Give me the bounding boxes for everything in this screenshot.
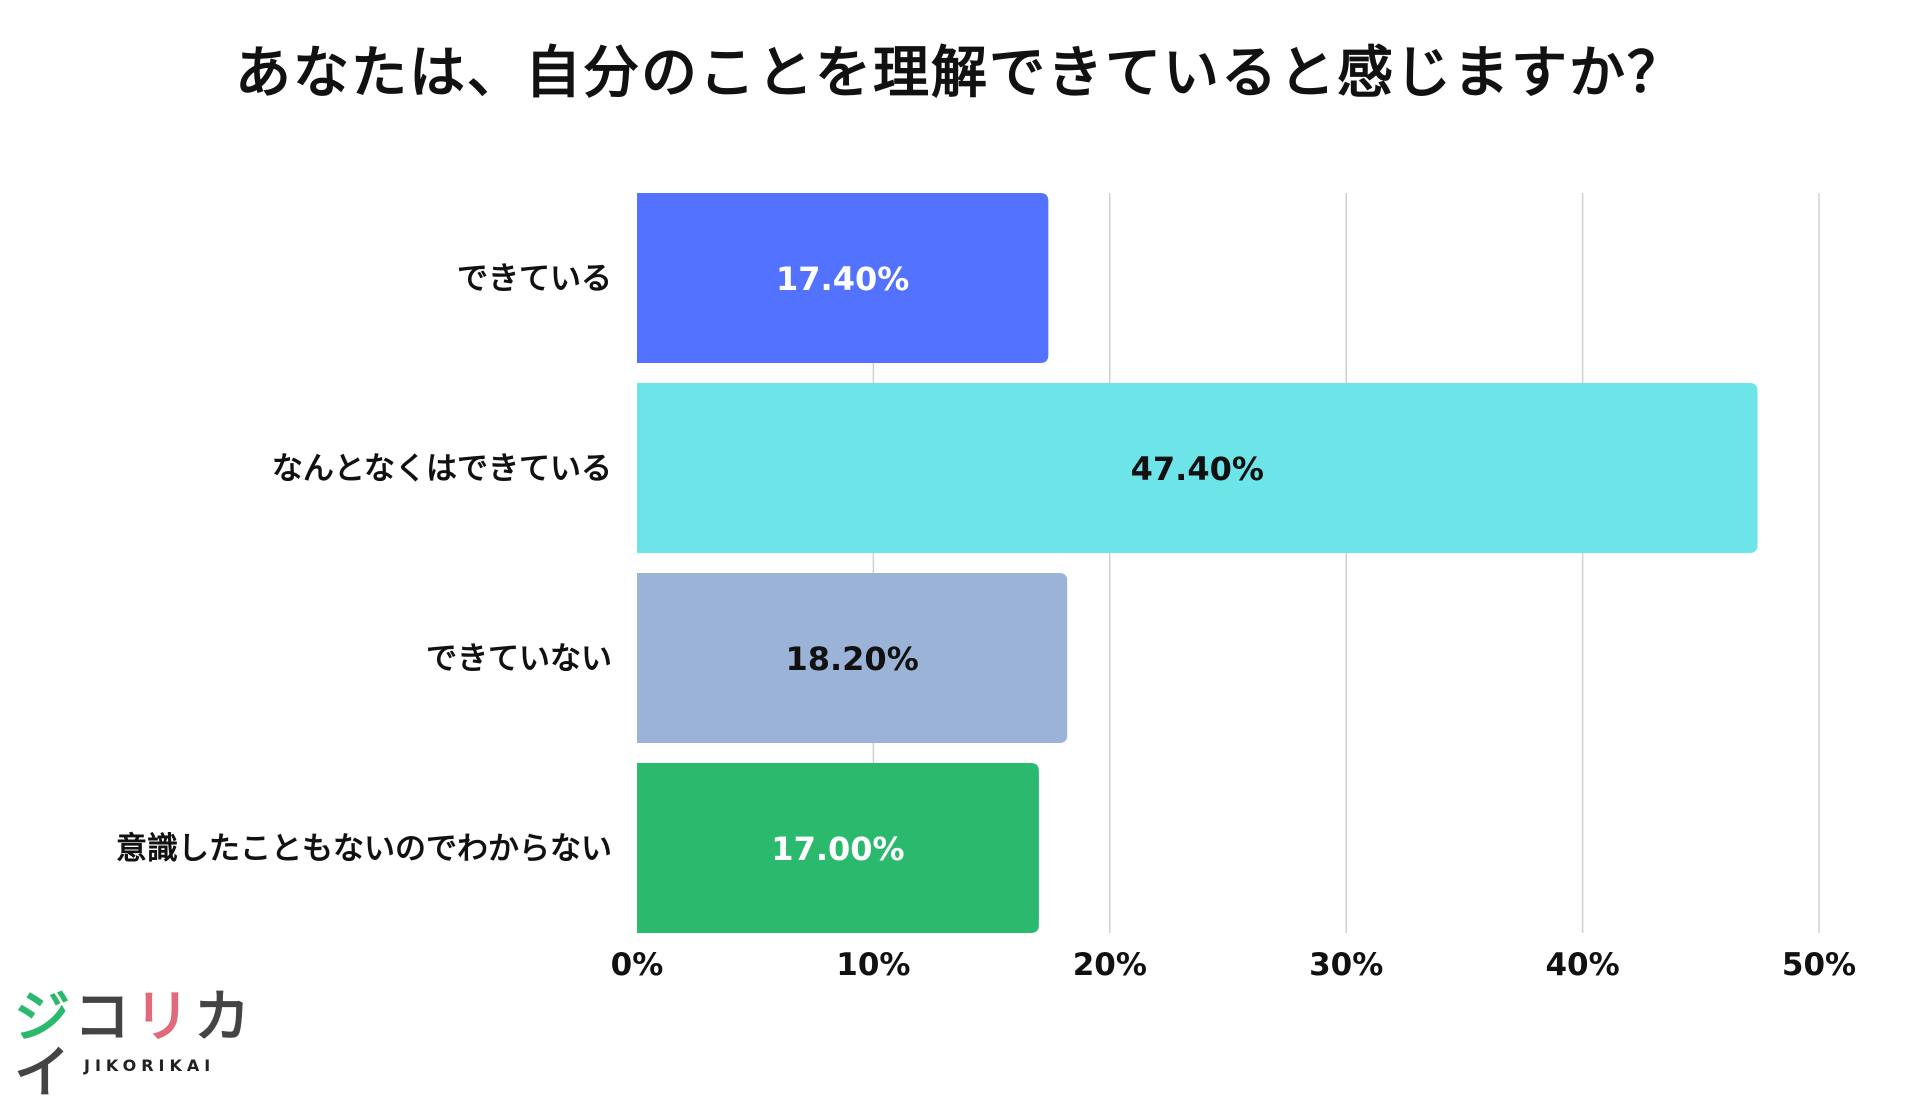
bar-2 [637, 573, 1068, 743]
logo-char-3: カ [194, 985, 254, 1050]
logo-char-2: リ [134, 985, 194, 1050]
value-label-2: 18.20% [785, 640, 918, 678]
logo-wordmark: ジコリカイ [14, 990, 294, 1102]
value-labels: 17.40% 47.40% 18.20% 17.00% [771, 260, 1264, 868]
x-tick-label-30: 30% [1309, 947, 1383, 983]
category-label-1: なんとなくはできている [272, 451, 612, 487]
bar-3 [637, 763, 1039, 933]
logo-char-4: イ [14, 1041, 74, 1106]
x-tick-label-20: 20% [1073, 947, 1147, 983]
bars [637, 193, 1758, 933]
brand-logo: ジコリカイ JIKORIKAI [14, 990, 294, 1102]
category-label-3: 意識したこともないのでわからない [116, 831, 612, 867]
category-label-0: できている [457, 261, 612, 297]
value-label-3: 17.00% [771, 830, 904, 868]
logo-subtext: JIKORIKAI [84, 1056, 216, 1075]
category-label-2: できていない [426, 641, 612, 677]
logo-char-1: コ [74, 985, 134, 1050]
value-label-1: 47.40% [1131, 450, 1264, 488]
x-tick-label-40: 40% [1545, 947, 1619, 983]
value-label-0: 17.40% [776, 260, 909, 298]
x-tick-label-10: 10% [836, 947, 910, 983]
x-axis-ticks: 0% 10% 20% 30% 40% 50% [611, 947, 1856, 983]
x-tick-label-50: 50% [1782, 947, 1856, 983]
bar-1 [637, 383, 1758, 553]
x-tick-label-0: 0% [611, 947, 664, 983]
chart-title: あなたは、自分のことを理解できていると感じますか？ [235, 41, 1685, 106]
bar-0 [637, 193, 1049, 363]
logo-char-0: ジ [14, 985, 74, 1050]
